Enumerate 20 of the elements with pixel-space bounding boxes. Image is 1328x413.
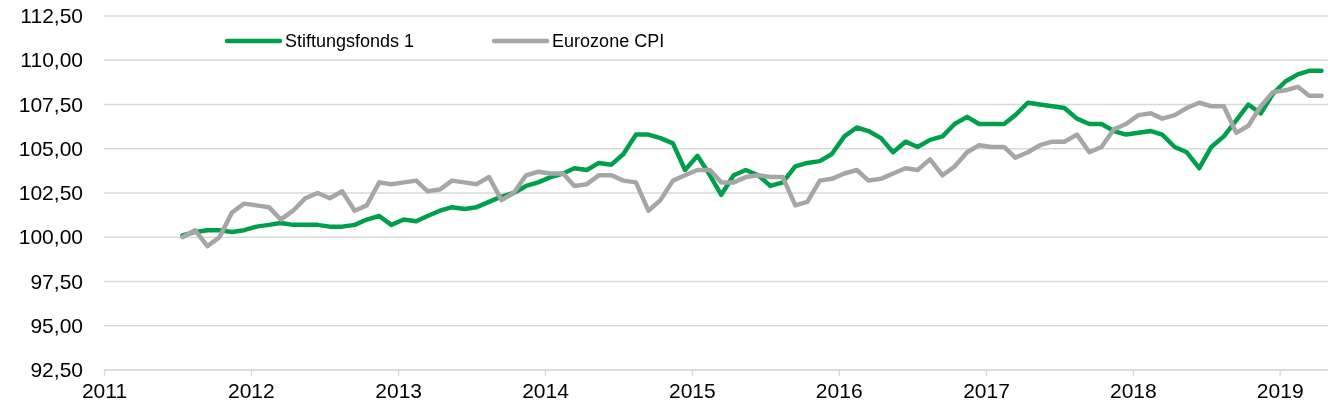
x-tick-label: 2014: [522, 378, 570, 402]
y-tick-label: 102,50: [18, 181, 83, 205]
x-tick-label: 2011: [81, 378, 128, 402]
x-tick-label: 2012: [228, 378, 275, 402]
legend-label: Eurozone CPI: [552, 31, 665, 52]
legend-label: Stiftungsfonds 1: [285, 31, 415, 52]
y-tick-label: 92,50: [30, 358, 83, 382]
y-tick-label: 97,50: [30, 269, 83, 293]
y-tick-label: 95,00: [30, 313, 83, 337]
x-tick-label: 2018: [1109, 378, 1157, 402]
y-tick-label: 110,00: [20, 48, 83, 72]
x-tick-label: 2019: [1256, 378, 1304, 402]
x-tick-label: 2015: [669, 378, 716, 402]
y-tick-label: 112,50: [20, 4, 83, 28]
y-tick-label: 107,50: [18, 92, 83, 116]
y-tick-label: 105,00: [18, 136, 83, 160]
x-tick-label: 2017: [963, 378, 1010, 402]
x-tick-label: 2013: [375, 378, 422, 402]
y-tick-label: 100,00: [18, 225, 83, 249]
x-tick-label: 2016: [815, 378, 863, 402]
